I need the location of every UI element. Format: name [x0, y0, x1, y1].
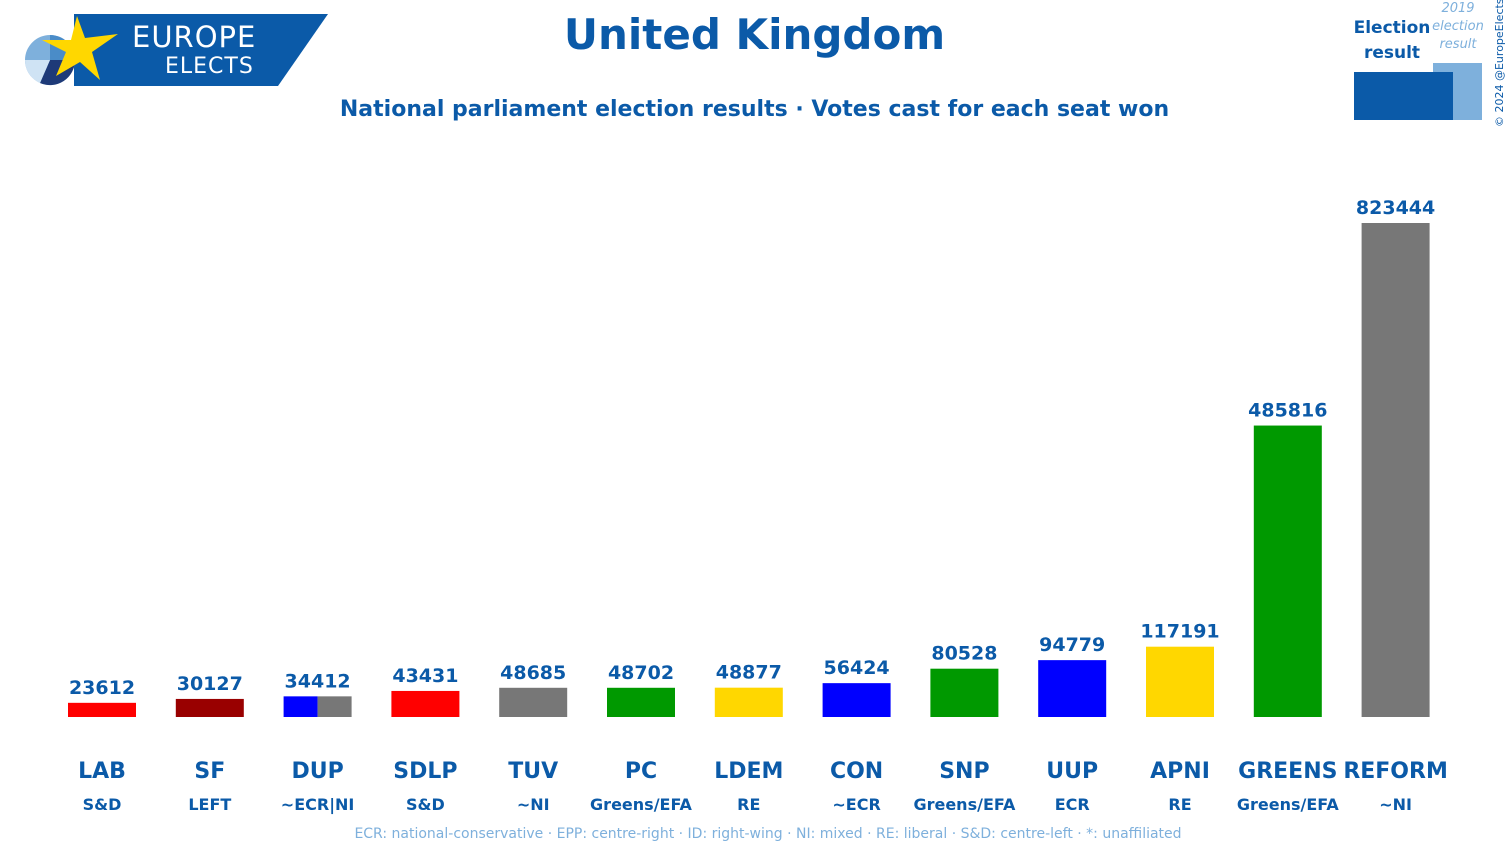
- group-footnote: ECR: national-conservative · EPP: centre…: [354, 826, 1182, 842]
- bar-con: [822, 683, 891, 717]
- group-label: Greens/EFA: [1237, 795, 1340, 814]
- bar-pc: [607, 687, 675, 717]
- legend-label-current: Election result: [1353, 18, 1431, 63]
- chart-legend: Election result 2019 election result: [1350, 0, 1509, 130]
- category-label: SDLP: [393, 759, 457, 784]
- data-label: 485816: [1248, 400, 1327, 422]
- bar-snp: [930, 668, 999, 717]
- bar-ldem: [714, 687, 783, 717]
- bar-dup-part-2: [317, 696, 352, 717]
- bar-dup-part-1: [283, 696, 318, 717]
- data-label: 823444: [1356, 197, 1435, 219]
- group-label: S&D: [406, 795, 445, 814]
- data-label: 48702: [608, 662, 674, 684]
- category-label: TUV: [508, 759, 558, 784]
- legend-swatch-current: [1354, 72, 1453, 120]
- data-label: 56424: [824, 657, 890, 679]
- data-label: 48877: [716, 662, 782, 684]
- data-label: 80528: [931, 643, 997, 665]
- group-label: ~ECR: [832, 795, 880, 814]
- bar-lab: [68, 702, 136, 717]
- category-label: UUP: [1046, 759, 1098, 784]
- category-label: LDEM: [714, 759, 783, 784]
- group-label: ~NI: [517, 795, 550, 814]
- bar-sf: [175, 698, 244, 717]
- group-label: ~ECR|NI: [281, 795, 355, 815]
- bar-apni: [1146, 646, 1214, 717]
- bar-tuv: [499, 687, 568, 717]
- group-label: RE: [737, 795, 760, 814]
- data-label: 48685: [500, 662, 566, 684]
- data-label: 43431: [392, 665, 458, 687]
- category-label: GREENS: [1238, 759, 1337, 784]
- data-label: 30127: [177, 673, 243, 695]
- bar-greens: [1253, 425, 1322, 717]
- category-label: SF: [194, 759, 225, 784]
- group-label: Greens/EFA: [913, 795, 1016, 814]
- logo-graphic: [24, 14, 328, 86]
- category-label: REFORM: [1343, 759, 1448, 784]
- data-label: 23612: [69, 677, 135, 699]
- group-label: S&D: [83, 795, 122, 814]
- category-label: DUP: [291, 759, 343, 784]
- category-label: LAB: [78, 759, 126, 784]
- group-label: RE: [1168, 795, 1191, 814]
- page-title: United Kingdom: [563, 10, 946, 59]
- page-subtitle: National parliament election results · V…: [339, 97, 1170, 122]
- data-label: 117191: [1140, 621, 1219, 643]
- logo-line1: EUROPE: [132, 20, 257, 54]
- category-label: APNI: [1150, 759, 1210, 784]
- legend-label-previous: 2019 election result: [1432, 1, 1484, 52]
- europe-elects-logo: EUROPE ELECTS: [22, 14, 332, 86]
- group-label: LEFT: [188, 795, 231, 814]
- logo-line2: ELECTS: [165, 54, 254, 79]
- group-label: Greens/EFA: [590, 795, 693, 814]
- data-label: 94779: [1039, 634, 1105, 656]
- group-label: ECR: [1055, 795, 1090, 814]
- bar-reform: [1361, 223, 1430, 717]
- bar-uup: [1038, 660, 1107, 717]
- category-label: PC: [625, 759, 657, 784]
- category-label: CON: [830, 759, 883, 784]
- data-label: 34412: [285, 670, 351, 692]
- group-label: ~NI: [1379, 795, 1412, 814]
- category-label: SNP: [939, 759, 989, 784]
- bar-sdlp: [391, 690, 460, 717]
